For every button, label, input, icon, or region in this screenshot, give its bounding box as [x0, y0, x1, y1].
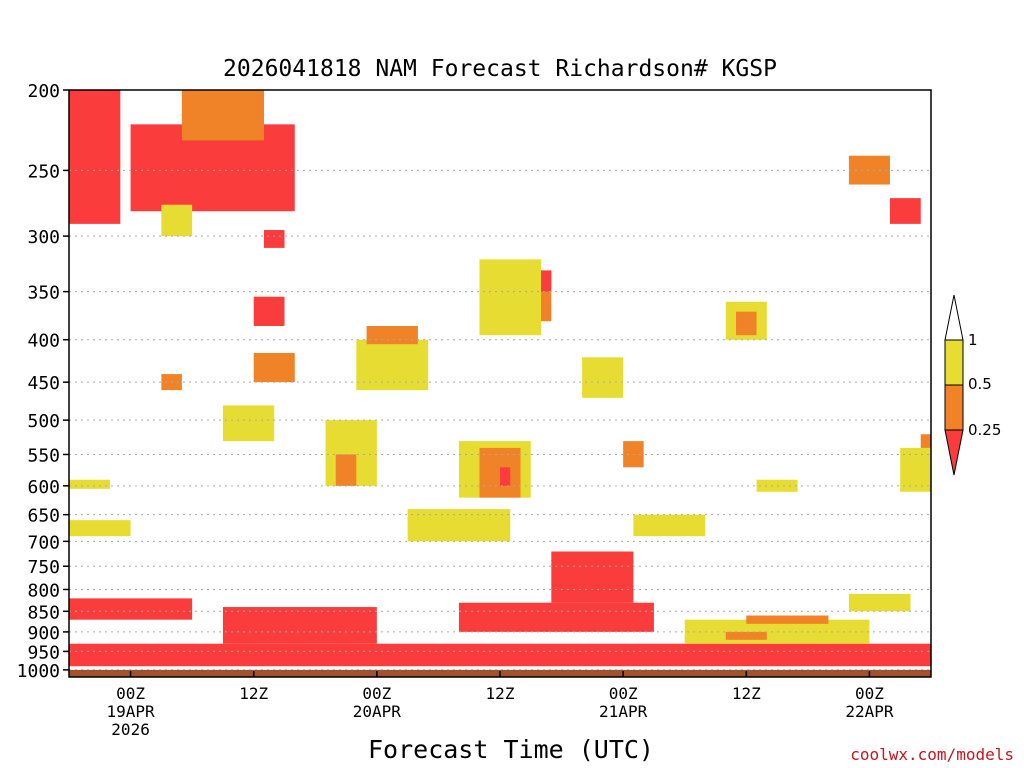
- colorbar-label-2: 0.25: [968, 421, 1001, 439]
- heatmap-cell-25: [551, 551, 634, 603]
- heatmap-cell-2: [181, 90, 264, 141]
- heatmap-cell-5: [263, 230, 285, 248]
- credit-text: coolwx.com/models: [850, 745, 1014, 764]
- heatmap-cell-14: [500, 467, 511, 486]
- y-tick-label-900: 900: [27, 623, 60, 644]
- x-tick-label-2-0: 00Z: [362, 684, 391, 703]
- x-tick-label-2-1: 20APR: [353, 702, 402, 721]
- colorbar: 1 0.5 0.25: [944, 294, 1001, 476]
- x-tick-label-4-0: 00Z: [609, 684, 638, 703]
- colorbar-top-triangle: [944, 294, 964, 341]
- y-tick-label-500: 500: [27, 411, 60, 432]
- chart-title: 2026041818 NAM Forecast Richardson# KGSP: [223, 56, 777, 82]
- heatmap-cell-19: [222, 405, 275, 442]
- x-axis-label: Forecast Time (UTC): [368, 735, 654, 764]
- x-tick-label-3-0: 12Z: [486, 684, 515, 703]
- heatmap-cell-39: [900, 447, 931, 492]
- heatmap-cell-31: [746, 615, 829, 624]
- y-tick-label-250: 250: [27, 161, 60, 182]
- colorbar-bin-yellow: [944, 339, 964, 386]
- heatmap-cell-26: [458, 602, 654, 632]
- heatmap-cell-37: [848, 593, 911, 612]
- heatmap-cell-28: [69, 598, 193, 620]
- heatmap-cell-32: [725, 631, 767, 640]
- x-tick-label-1-0: 12Z: [239, 684, 268, 703]
- x-tick-label-6-1: 22APR: [845, 702, 894, 721]
- y-tick-label-300: 300: [27, 227, 60, 248]
- heatmap-cell-8: [366, 325, 418, 345]
- heatmap-cell-11: [541, 270, 552, 292]
- heatmap-cell-18: [69, 479, 111, 489]
- heatmap-cells: [69, 90, 931, 667]
- heatmap-cell-27: [69, 643, 931, 667]
- y-tick-label-650: 650: [27, 506, 60, 527]
- heatmap-cell-34: [736, 311, 757, 336]
- heatmap-cell-21: [582, 357, 624, 398]
- x-tick-label-5-0: 12Z: [732, 684, 761, 703]
- gridlines: [69, 169, 931, 671]
- heatmap-cell-24: [633, 514, 706, 537]
- heatmap-cell-17: [69, 520, 131, 537]
- y-tick-label-350: 350: [27, 283, 60, 304]
- heatmap-cell-16: [335, 454, 357, 486]
- x-tick-label-0-0: 00Z: [116, 684, 145, 703]
- heatmap-cell-10: [479, 259, 542, 336]
- y-tick-label-700: 700: [27, 532, 60, 553]
- y-tick-label-850: 850: [27, 602, 60, 623]
- x-tick-label-4-1: 21APR: [599, 702, 648, 721]
- y-tick-label-800: 800: [27, 580, 60, 601]
- heatmap-cell-23: [407, 509, 511, 542]
- y-tick-label-950: 950: [27, 642, 60, 663]
- heatmap-cell-38: [920, 434, 931, 461]
- y-tick-label-750: 750: [27, 557, 60, 578]
- y-tick-label-450: 450: [27, 373, 60, 394]
- y-tick-label-400: 400: [27, 331, 60, 352]
- heatmap-cell-0: [69, 90, 121, 224]
- y-tick-label-200: 200: [27, 81, 60, 102]
- y-tick-label-550: 550: [27, 445, 60, 466]
- y-tick-label-1000: 1000: [17, 661, 60, 682]
- y-tick-label-600: 600: [27, 477, 60, 498]
- heatmap-cell-36: [889, 198, 921, 224]
- x-tick-label-0-2: 2026: [111, 720, 150, 739]
- heatmap-cell-4: [253, 296, 285, 326]
- x-tick-label-6-0: 00Z: [855, 684, 884, 703]
- y-axis: 200 250 300 350 400 450 500 550 600 650 700 7508008…: [17, 81, 69, 682]
- colorbar-bottom-triangle: [944, 429, 964, 476]
- heatmap-cell-3: [161, 204, 193, 237]
- colorbar-bin-orange: [944, 384, 964, 431]
- colorbar-label-1: 0.5: [968, 375, 992, 393]
- heatmap-cell-29: [222, 607, 377, 644]
- heatmap-cell-6: [253, 352, 295, 383]
- heatmap-cell-7: [356, 339, 429, 391]
- x-tick-label-0-1: 19APR: [106, 702, 155, 721]
- colorbar-label-0: 1: [968, 331, 978, 349]
